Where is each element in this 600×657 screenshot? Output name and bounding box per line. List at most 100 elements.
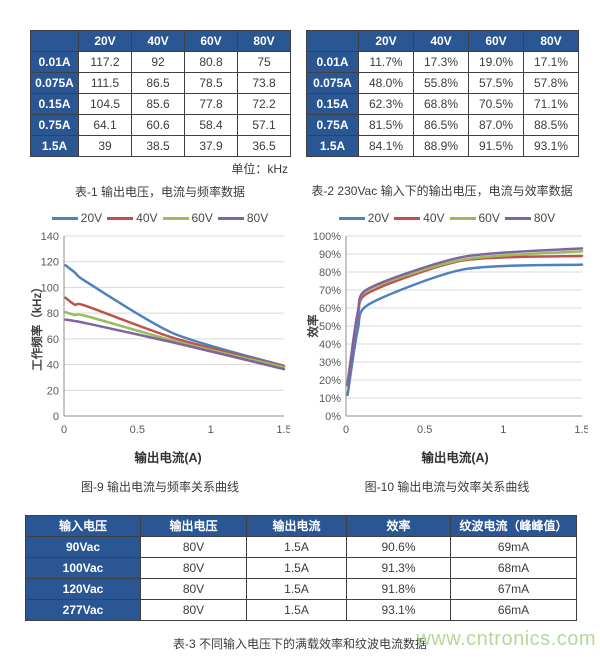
charts-row: 20V 40V 60V 80V 0 20 40 60 80 100 120 140 0 0.5 1 1.5 工… bbox=[0, 210, 600, 495]
column-header: 80V bbox=[237, 30, 291, 52]
column-header bbox=[306, 30, 359, 52]
legend-label: 80V bbox=[533, 211, 556, 225]
legend-label: 60V bbox=[478, 211, 500, 225]
table-cell: 57.1 bbox=[237, 114, 291, 136]
table-cell: 93.1% bbox=[346, 599, 451, 621]
legend-item: 40V bbox=[394, 211, 445, 225]
legend-item: 60V bbox=[162, 211, 213, 225]
table-cell: 78.5 bbox=[184, 72, 238, 94]
table-row: 277Vac 80V 1.5A 93.1% 66mA bbox=[25, 599, 577, 621]
table2-caption: 表-2 230Vac 输入下的输出电压，电流与效率数据 bbox=[311, 184, 573, 198]
table-cell: 80.8 bbox=[184, 51, 238, 73]
row-header: 0.01A bbox=[30, 51, 79, 73]
row-header: 0.15A bbox=[30, 93, 79, 115]
y-tick-label: 100% bbox=[313, 231, 341, 243]
row-header: 90Vac bbox=[25, 536, 141, 558]
column-header: 40V bbox=[131, 30, 185, 52]
legend-item: 20V bbox=[51, 211, 103, 225]
x-tick-label: 1.5 bbox=[276, 424, 290, 436]
y-tick-label: 120 bbox=[41, 257, 59, 269]
table-cell: 104.5 bbox=[78, 93, 132, 115]
table3-block: 输入电压 输出电压 输出电流 效率 纹波电流（峰峰值） 90Vac 80V 1.5A 90.6%… bbox=[25, 515, 577, 621]
table-row: 0.75A 64.1 60.6 58.4 57.1 bbox=[30, 114, 291, 136]
legend-line-swatch bbox=[162, 216, 189, 220]
table-cell: 67mA bbox=[450, 578, 577, 600]
legend-item: 60V bbox=[449, 211, 500, 225]
series-line-40V bbox=[64, 296, 286, 368]
column-header: 20V bbox=[78, 30, 132, 52]
y-tick-label: 30% bbox=[319, 357, 341, 369]
table2-block: 20V 40V 60V 80V 0.01A 11.7% 17.3% 19.0% 17.1% 0.0… bbox=[306, 30, 579, 200]
table-cell: 68.8% bbox=[413, 93, 469, 115]
table-cell: 48.0% bbox=[358, 72, 414, 94]
legend-item: 80V bbox=[217, 211, 268, 225]
series-line-80V bbox=[64, 318, 286, 371]
table-cell: 19.0% bbox=[468, 51, 524, 73]
column-header: 输出电压 bbox=[140, 515, 247, 537]
fig9-caption: 图-9 输出电流与频率关系曲线 bbox=[80, 480, 239, 494]
frequency-chart-xlabel: 输出电流(A) bbox=[134, 451, 202, 465]
y-axis-title: 工作频率（kHz） bbox=[30, 281, 44, 370]
table-cell: 1.5A bbox=[246, 536, 347, 558]
table-cell: 90.6% bbox=[346, 536, 451, 558]
table-header-row: 20V 40V 60V 80V bbox=[306, 30, 579, 52]
x-tick-label: 1 bbox=[500, 424, 506, 436]
legend-line-swatch bbox=[217, 216, 244, 220]
table-cell: 68mA bbox=[450, 557, 577, 579]
legend-line-swatch bbox=[449, 216, 476, 220]
watermark: www.cntronics.com bbox=[416, 628, 596, 650]
table-input-voltage: 输入电压 输出电压 输出电流 效率 纹波电流（峰峰值） 90Vac 80V 1.5A 90.6%… bbox=[25, 515, 577, 621]
legend-line-swatch bbox=[107, 216, 134, 220]
table-cell: 77.8 bbox=[184, 93, 238, 115]
table-row: 0.075A 48.0% 55.8% 57.5% 57.8% bbox=[306, 72, 579, 94]
table1-block: 20V 40V 60V 80V 0.01A 117.2 92 80.8 75 0.075A 111.… bbox=[30, 30, 291, 200]
table-cell: 111.5 bbox=[78, 72, 132, 94]
table-row: 100Vac 80V 1.5A 91.3% 68mA bbox=[25, 557, 577, 579]
frequency-chart-block: 20V 40V 60V 80V 0 20 40 60 80 100 120 140 0 0.5 1 1.5 工… bbox=[30, 210, 292, 495]
column-header: 60V bbox=[184, 30, 238, 52]
legend-item: 20V bbox=[338, 211, 390, 225]
row-header: 0.075A bbox=[30, 72, 79, 94]
y-tick-label: 20% bbox=[319, 375, 341, 387]
table-cell: 86.5% bbox=[413, 114, 469, 136]
table-cell: 81.5% bbox=[358, 114, 414, 136]
legend-item: 40V bbox=[107, 211, 158, 225]
table-cell: 70.5% bbox=[468, 93, 524, 115]
series-line-80V bbox=[346, 247, 584, 387]
legend-item: 80V bbox=[504, 211, 556, 225]
legend-line-swatch bbox=[51, 216, 78, 220]
row-header: 100Vac bbox=[25, 557, 141, 579]
legend-label: 20V bbox=[367, 211, 390, 225]
table-cell: 38.5 bbox=[131, 135, 185, 157]
table-cell: 85.6 bbox=[131, 93, 185, 115]
table-cell: 62.3% bbox=[358, 93, 414, 115]
table-cell: 1.5A bbox=[246, 578, 347, 600]
y-tick-label: 0 bbox=[53, 411, 59, 423]
column-header: 80V bbox=[523, 30, 579, 52]
table-efficiency: 20V 40V 60V 80V 0.01A 11.7% 17.3% 19.0% 17.1% 0.0… bbox=[306, 30, 579, 157]
frequency-chart-legend: 20V 40V 60V 80V bbox=[30, 210, 290, 226]
row-header: 120Vac bbox=[25, 578, 141, 600]
legend-label: 20V bbox=[80, 211, 103, 225]
table-cell: 88.5% bbox=[523, 114, 579, 136]
table-header-row: 输入电压 输出电压 输出电流 效率 纹波电流（峰峰值） bbox=[25, 515, 577, 537]
series-line-40V bbox=[346, 254, 584, 387]
efficiency-chart-xlabel: 输出电流(A) bbox=[421, 451, 489, 465]
x-tick-label: 1 bbox=[208, 424, 214, 436]
table-cell: 86.5 bbox=[131, 72, 185, 94]
table-cell: 66mA bbox=[450, 599, 577, 621]
legend-line-swatch bbox=[394, 216, 421, 220]
column-header: 效率 bbox=[346, 515, 451, 537]
row-header: 1.5A bbox=[306, 135, 359, 157]
table1-caption: 表-1 输出电压，电流与频率数据 bbox=[74, 185, 245, 199]
unit-note: 单位：kHz bbox=[231, 162, 288, 176]
table-cell: 91.3% bbox=[346, 557, 451, 579]
table-cell: 60.6 bbox=[131, 114, 185, 136]
column-header: 纹波电流（峰峰值） bbox=[450, 515, 577, 537]
table-cell: 17.1% bbox=[523, 51, 579, 73]
table-cell: 84.1% bbox=[358, 135, 414, 157]
fig10-caption: 图-10 输出电流与效率关系曲线 bbox=[364, 480, 530, 494]
row-header: 0.01A bbox=[306, 51, 359, 73]
row-header: 0.075A bbox=[306, 72, 359, 94]
